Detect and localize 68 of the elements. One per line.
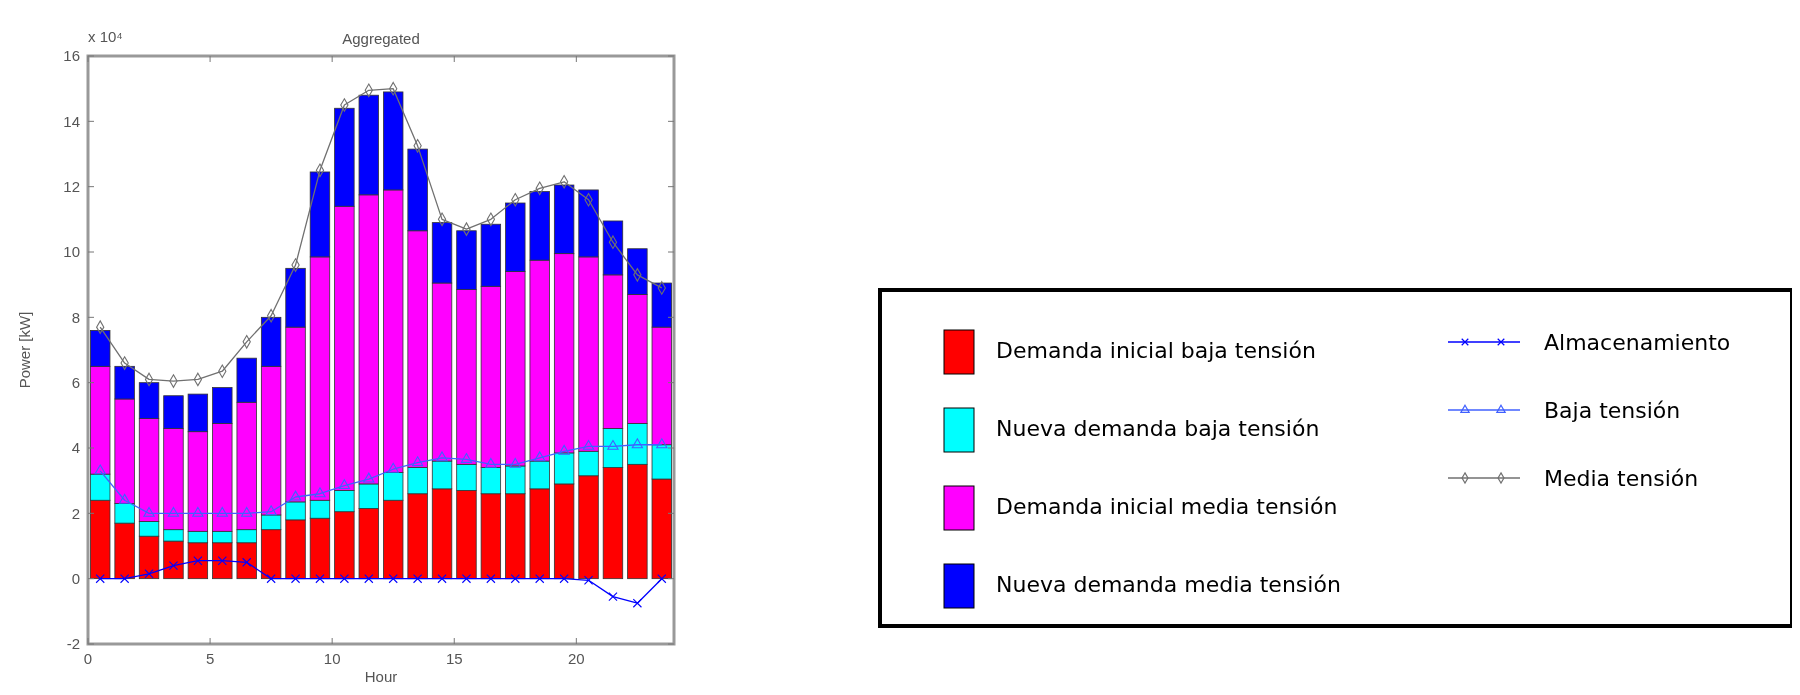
y-axis-title: Power [kW]	[16, 311, 33, 389]
point	[338, 479, 351, 490]
chart-title: Aggregated	[342, 30, 420, 47]
point	[437, 574, 447, 584]
point	[94, 464, 106, 475]
point	[436, 451, 448, 462]
point	[632, 598, 642, 608]
point	[241, 506, 253, 517]
point	[583, 575, 594, 585]
point	[314, 487, 326, 498]
point	[485, 457, 497, 468]
legend-label: Nueva demanda baja tensión	[996, 416, 1320, 441]
point	[265, 505, 277, 516]
legend-label: Baja tensión	[1544, 398, 1681, 423]
point	[339, 574, 349, 584]
point	[486, 574, 496, 584]
point	[216, 506, 228, 517]
x-axis-title: Hour	[364, 668, 398, 685]
point	[364, 574, 374, 584]
point	[144, 569, 154, 579]
y-tick-label: 14	[63, 112, 80, 130]
point	[315, 574, 325, 584]
x-tick-label: 15	[445, 650, 463, 667]
point	[118, 493, 131, 504]
y-tick-label: 0	[71, 569, 80, 587]
y-tick-label: -2	[66, 635, 80, 653]
point	[656, 438, 668, 449]
point	[95, 574, 105, 584]
y-tick-label: 4	[71, 439, 80, 457]
legend-label: Demanda inicial media tensión	[996, 494, 1338, 519]
text: x 10⁴	[88, 28, 123, 45]
point	[411, 456, 424, 467]
y-tick-label: 8	[71, 308, 80, 326]
point	[608, 592, 618, 602]
point	[558, 444, 570, 455]
point	[509, 457, 521, 468]
point	[461, 574, 472, 584]
x-tick-label: 5	[205, 650, 215, 667]
y-tick-label: 10	[63, 243, 80, 261]
point	[534, 451, 546, 462]
point	[460, 453, 473, 463]
point	[167, 506, 180, 517]
point	[289, 490, 302, 501]
point	[582, 439, 595, 450]
point	[657, 574, 667, 584]
legend-label: Media tensión	[1544, 466, 1699, 491]
y-tick-label: 6	[71, 373, 80, 391]
legend-label: Nueva demanda media tensión	[996, 572, 1341, 597]
legend-label: Demanda inicial baja tensión	[996, 338, 1316, 363]
point	[120, 574, 130, 584]
x-tick-label: 10	[323, 650, 341, 667]
point	[413, 574, 423, 584]
point	[535, 574, 545, 584]
x-tick-label: 20	[567, 650, 585, 667]
point	[388, 574, 398, 584]
y-tick-label: 16	[63, 47, 80, 65]
y-tick-label: 2	[71, 504, 80, 522]
point	[143, 506, 155, 517]
point	[510, 574, 520, 584]
point	[387, 462, 399, 473]
point	[266, 574, 276, 584]
x-tick-label: 0	[83, 650, 93, 667]
legend-label: Almacenamiento	[1544, 330, 1731, 355]
point	[363, 472, 375, 483]
point	[559, 574, 569, 584]
point	[192, 506, 204, 517]
point	[290, 574, 301, 584]
y-tick-label: 12	[63, 177, 80, 195]
